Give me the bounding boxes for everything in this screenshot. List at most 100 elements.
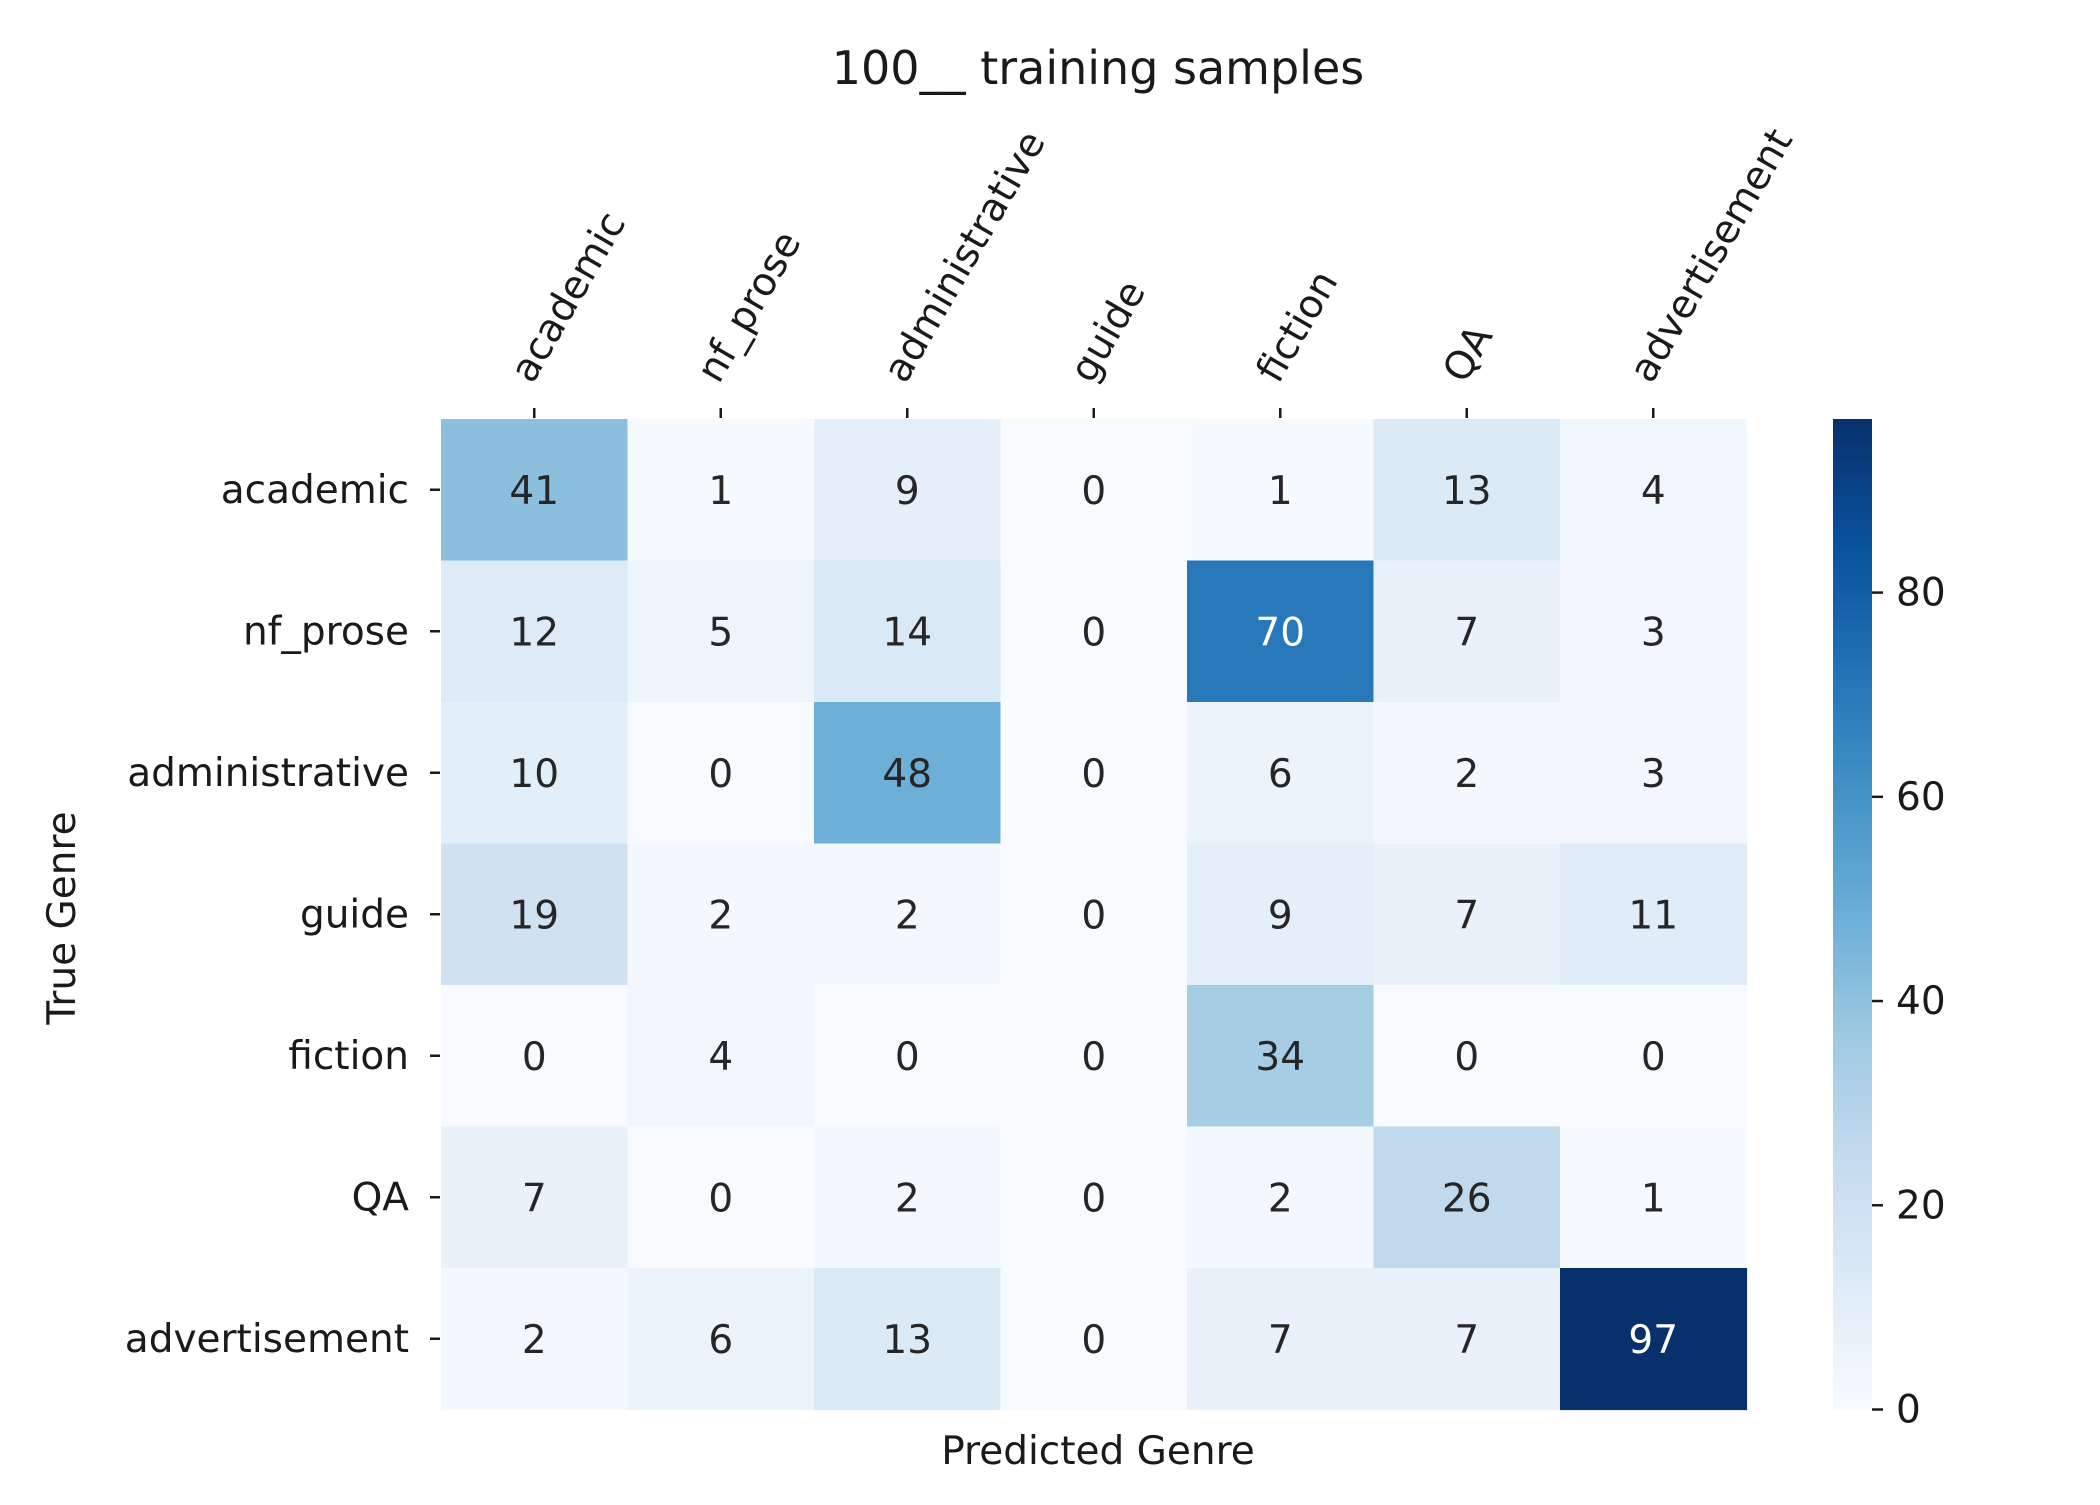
cell-value-label: 0 [1081,610,1106,655]
cell-value-label: 26 [1442,1176,1492,1221]
heatmap-cell [1560,560,1748,703]
heatmap-cell [814,1126,1002,1269]
x-tick-label: administrative [875,123,1055,390]
heatmap-cell [1000,843,1188,986]
cell-value-label: 7 [1454,893,1479,938]
cell-value-label: 41 [509,469,559,514]
cell-value-label: 0 [1081,1035,1106,1080]
cell-value-label: 0 [1081,469,1106,514]
heatmap-cell [627,985,815,1128]
colorbar: 0 20 40 60 80 [1833,419,1946,1433]
heatmap-cell [1000,985,1188,1128]
cell-annotations: 41 1 9 0 1 13 412 5 14 0 70 7 310 0 48 0 6 2 319 2 2 0 9 7 110 4 0… [509,469,1678,1363]
colorbar-tick-label: 80 [1896,571,1946,616]
cell-value-label: 2 [1268,1176,1293,1221]
heatmap-cell [1187,702,1375,845]
cell-value-label: 11 [1628,893,1678,938]
heatmap-cell [1000,702,1188,845]
chart-title: 100__ training samples [832,41,1364,95]
heatmap-cell [441,560,629,703]
heatmap-cell [627,560,815,703]
cell-value-label: 3 [1641,752,1666,797]
cell-value-label: 34 [1255,1035,1305,1080]
heatmap-cell [627,702,815,845]
x-tick-label: academic [502,204,635,390]
cell-value-label: 6 [1268,752,1293,797]
heatmap-cell [1187,1268,1375,1411]
heatmap-cell [627,1126,815,1269]
cell-value-label: 13 [882,1318,932,1363]
heatmap-cell [441,1126,629,1269]
heatmap-cell [814,985,1002,1128]
heatmap-cell [814,419,1002,562]
cell-value-label: 0 [1454,1035,1479,1080]
colorbar-gradient [1833,419,1872,1410]
y-tick-label: advertisement [125,1317,409,1362]
x-tick-label: guide [1061,273,1155,390]
x-tick-label: fiction [1248,263,1347,390]
heatmap-cell [1187,985,1375,1128]
heatmap-cell [814,560,1002,703]
colorbar-tick-label: 0 [1896,1388,1921,1433]
heatmap-cell [1187,843,1375,986]
y-tick-label: fiction [288,1034,409,1079]
x-axis-ticks: academic nf_prose administrative guide ficti… [502,121,1802,418]
cell-value-label: 19 [509,893,559,938]
cell-value-label: 0 [708,1176,733,1221]
heatmap-cell [1560,985,1748,1128]
heatmap-cell [814,1268,1002,1411]
heatmap-cell [1373,1268,1561,1411]
cell-value-label: 0 [1081,893,1106,938]
y-tick-label: nf_prose [243,609,409,654]
heatmap-cell [1560,1126,1748,1269]
heatmap-cell [1000,419,1188,562]
x-tick-label: QA [1434,318,1502,390]
cell-value-label: 48 [882,752,932,797]
heatmap-cell [1000,560,1188,703]
heatmap-cell [1373,419,1561,562]
heatmap-cell [814,702,1002,845]
cell-value-label: 0 [1081,1318,1106,1363]
heatmap-cell [441,1268,629,1411]
heatmap-cell [1000,1268,1188,1411]
heatmap-cell [1560,419,1748,562]
heatmap-cell [627,1268,815,1411]
cell-value-label: 9 [1268,893,1293,938]
cell-value-label: 2 [895,893,920,938]
y-tick-label: academic [221,468,409,513]
cell-value-label: 0 [1081,752,1106,797]
cell-value-label: 1 [708,469,733,514]
cell-value-label: 7 [1454,1318,1479,1363]
heatmap-cell [1373,702,1561,845]
heatmap-cell [1373,985,1561,1128]
cell-value-label: 14 [882,610,932,655]
y-axis-label: True Genre [40,811,85,1025]
cell-value-label: 3 [1641,610,1666,655]
cell-value-label: 12 [509,610,559,655]
cell-value-label: 5 [708,610,733,655]
heatmap-cell [1560,1268,1748,1411]
cell-value-label: 7 [1268,1318,1293,1363]
heatmap-cell [1187,419,1375,562]
heatmap-cell [441,843,629,986]
cell-value-label: 4 [1641,469,1666,514]
heatmap-cell [627,419,815,562]
cell-value-label: 1 [1268,469,1293,514]
cell-value-label: 13 [1442,469,1492,514]
colorbar-tick-label: 60 [1896,775,1946,820]
y-tick-label: QA [352,1175,410,1220]
heatmap-cell [814,843,1002,986]
heatmap-cell [1000,1126,1188,1269]
heatmap-cell [1187,560,1375,703]
cell-value-label: 1 [1641,1176,1666,1221]
cell-value-label: 2 [895,1176,920,1221]
cell-value-label: 97 [1628,1318,1678,1363]
heatmap-cell [1373,560,1561,703]
colorbar-tick-label: 20 [1896,1183,1946,1228]
cell-value-label: 7 [1454,610,1479,655]
x-tick-label: nf_prose [688,224,810,390]
heatmap-cell [627,843,815,986]
heatmap-cell [1187,1126,1375,1269]
